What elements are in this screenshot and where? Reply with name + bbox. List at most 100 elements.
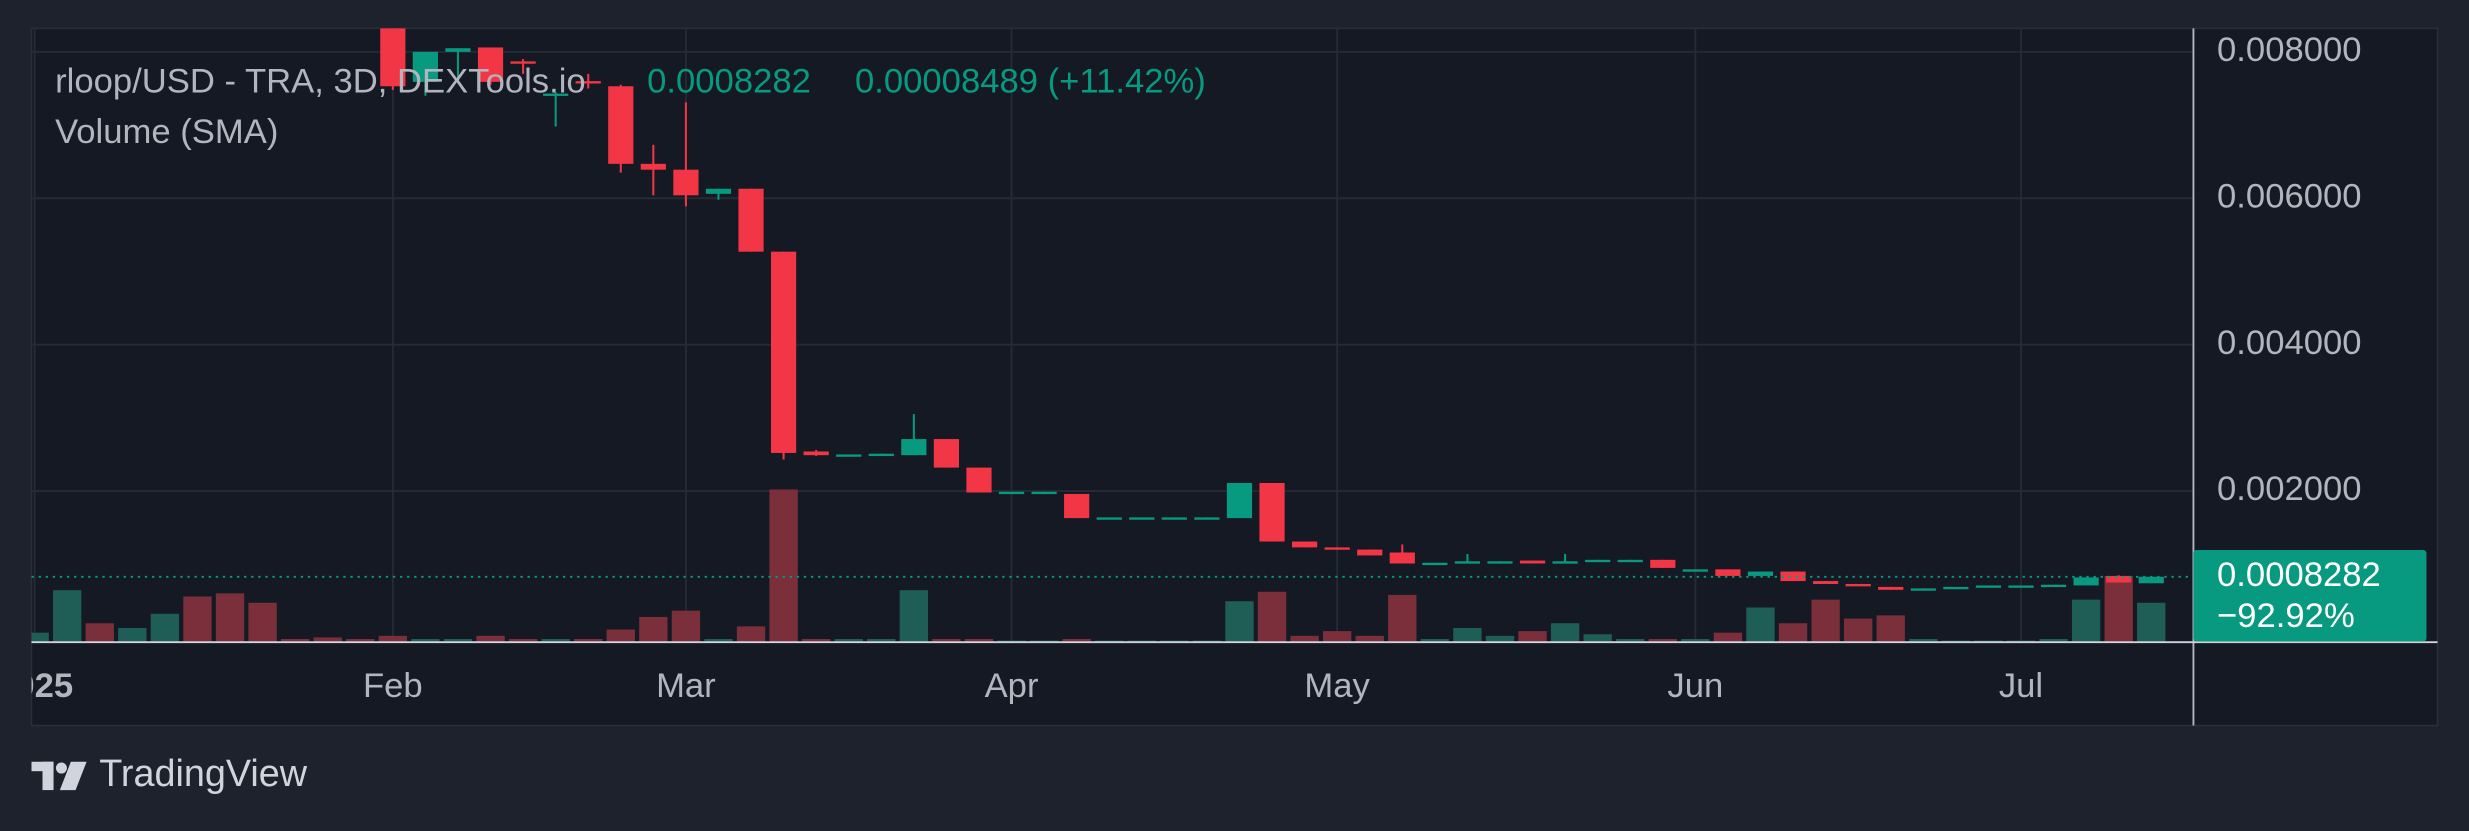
chart-title: rloop/USD - TRA, 3D, DEXTools.io — [55, 63, 586, 101]
volume-bar — [1388, 594, 1417, 643]
candle-body — [1585, 559, 1611, 563]
volume-bar — [1713, 632, 1743, 643]
candle-body — [1650, 559, 1676, 568]
logo-icon — [55, 762, 67, 774]
candle-body — [510, 61, 536, 64]
candle-body — [1780, 571, 1806, 582]
candle-body — [1194, 517, 1220, 520]
volume-bar — [574, 638, 603, 643]
last-change-label: −92.92% — [2217, 597, 2355, 635]
volume-bar — [1062, 638, 1091, 643]
volume-bar — [2071, 599, 2101, 643]
volume-bar — [1681, 638, 1710, 643]
candle-body — [477, 47, 504, 82]
candle-body — [1161, 517, 1187, 520]
plot-area — [31, 28, 2194, 643]
candle-body — [738, 188, 764, 252]
candle-body — [770, 251, 797, 453]
y-tick-label: 0.004000 — [2217, 324, 2361, 362]
candle-body — [1943, 586, 1969, 590]
candle-body — [1519, 560, 1546, 564]
candle-body — [705, 188, 732, 194]
last-price-box: 0.0008282−92.92% — [2193, 550, 2427, 642]
y-tick-label: 0.006000 — [2217, 177, 2361, 215]
volume-bar — [443, 638, 473, 643]
volume-bar — [378, 635, 408, 643]
candle-body — [1910, 588, 1936, 591]
volume-bar — [671, 610, 701, 643]
candle-body — [1357, 549, 1383, 556]
candle-body — [543, 93, 569, 96]
volume-bar — [1811, 599, 1840, 643]
x-tick-label: Mar — [656, 667, 716, 705]
x-axis: 2025 Feb Mar Apr May Jun Jul — [31, 667, 2043, 705]
candle-body — [1129, 517, 1155, 520]
candle-body — [836, 454, 862, 457]
volume-bar — [1844, 618, 1873, 643]
volume-bar — [1322, 631, 1352, 643]
volume-bar — [1225, 601, 1254, 643]
volume-bar — [1909, 638, 1938, 643]
candle-body — [2008, 585, 2034, 588]
volume-bar — [280, 638, 310, 643]
x-tick-label: Jul — [1999, 667, 2043, 705]
brand: TradingView — [99, 753, 308, 795]
last-price-label: 0.0008282 — [2217, 556, 2381, 594]
y-tick-label: 0.008000 — [2217, 31, 2361, 69]
candle-body — [1031, 491, 1057, 495]
volume-bar — [1518, 631, 1547, 643]
volume-bar — [2137, 602, 2166, 643]
volume-bar — [53, 590, 82, 643]
volume-bar — [932, 638, 961, 643]
candle-body — [1552, 561, 1578, 564]
logo-icon — [59, 761, 87, 791]
last-price-box-bg — [2193, 550, 2427, 642]
volume-bar — [183, 596, 212, 643]
x-tick-label: Jun — [1667, 667, 1723, 705]
candle-body — [608, 86, 634, 164]
volume-bar — [508, 638, 538, 643]
candle-body — [998, 491, 1025, 495]
volume-bar — [1746, 607, 1775, 643]
volume-bar — [704, 638, 733, 643]
volume-bar — [541, 638, 570, 643]
candle-body — [1747, 571, 1774, 576]
candle-body — [1292, 541, 1318, 548]
candle-body — [868, 453, 894, 457]
candle-body — [445, 48, 471, 52]
candle-body — [1226, 482, 1253, 519]
volume-bar — [1290, 635, 1319, 643]
volume-bar — [1453, 627, 1482, 643]
candle-body — [2073, 577, 2099, 586]
candle-body — [966, 467, 992, 493]
candle-body — [1422, 562, 1448, 566]
volume-bar — [411, 638, 440, 643]
volume-bar — [769, 489, 798, 643]
candle-body — [2106, 575, 2132, 583]
x-tick-label: Feb — [363, 667, 423, 705]
volume-bar — [1583, 634, 1612, 643]
volume-bar — [1648, 638, 1677, 643]
volume-bar — [639, 616, 668, 643]
price-change: 0.00008489 (+11.42%) — [855, 63, 1206, 101]
volume-bar — [346, 638, 375, 643]
volume-bar — [85, 623, 114, 643]
candle-body — [2138, 576, 2164, 584]
candle-body — [901, 439, 927, 456]
volume-bar — [801, 638, 831, 643]
candle-body — [1487, 561, 1513, 564]
volume-bar — [248, 602, 277, 643]
candle-body — [1845, 583, 1871, 587]
volume-bar — [1876, 615, 1905, 643]
volume-bar — [2104, 576, 2133, 643]
volume-bar — [834, 638, 863, 643]
candle-body — [412, 51, 438, 82]
logo-icon — [42, 761, 54, 791]
volume-bar — [606, 629, 635, 643]
candle-body — [1617, 559, 1643, 563]
volume-bar — [118, 627, 147, 643]
volume-bar — [31, 632, 49, 643]
candle-body — [1096, 517, 1122, 520]
volume-bar — [150, 613, 180, 643]
